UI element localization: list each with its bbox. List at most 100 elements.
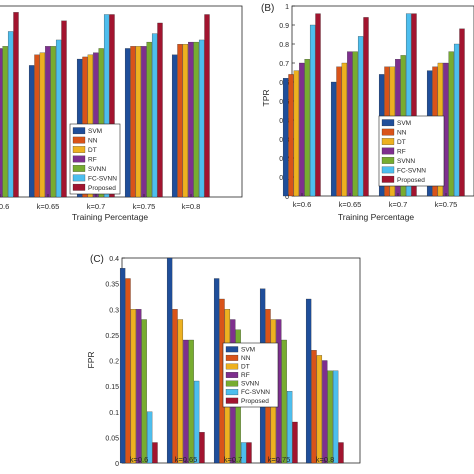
- legend-label: RF: [397, 149, 406, 156]
- bar-rf-1: [183, 339, 189, 464]
- x-tick-label: k=0.6: [293, 200, 312, 209]
- bar-rf-0: [299, 62, 305, 197]
- bar-svnn-1: [352, 51, 358, 197]
- bar-fc-svnn-0: [7, 31, 14, 198]
- bar-svm-1: [166, 257, 173, 464]
- y-tick-label: 0: [285, 194, 289, 201]
- bar-dt-4: [182, 44, 189, 198]
- y-tick-label: 0.2: [109, 359, 119, 366]
- legend: SVM NN DT RF SVNN FC-SVNN Proposed: [69, 123, 121, 195]
- y-tick-label: 0: [115, 461, 119, 468]
- legend-label: SVM: [241, 346, 255, 353]
- bar-rf-1: [45, 46, 51, 198]
- legend-label: SVM: [88, 128, 102, 135]
- legend-swatch: [72, 165, 86, 172]
- bar-fc-svnn-3: [453, 43, 460, 197]
- bar-proposed-2: [246, 442, 252, 464]
- legend-swatch: [381, 119, 395, 127]
- y-tick-label: 0.3: [109, 307, 119, 314]
- bar-svm-2: [213, 278, 220, 464]
- legend-swatch: [225, 354, 239, 361]
- bar-svnn-0: [141, 319, 147, 464]
- legend-swatch: [72, 155, 86, 163]
- legend: SVM NN DT RF SVNN FC-SVNN Proposed: [378, 115, 445, 187]
- bar-proposed-2: [411, 13, 417, 197]
- x-tick-label: k=0.75: [435, 200, 458, 209]
- bar-svm-4: [171, 54, 178, 198]
- x-tick-label: k=0.8: [316, 455, 335, 464]
- legend-label: DT: [241, 364, 250, 371]
- x-tick-label: k=0.6: [130, 455, 149, 464]
- bar-svnn-3: [146, 41, 152, 198]
- legend-label: RF: [241, 372, 250, 379]
- bar-dt-1: [39, 52, 46, 198]
- legend-label: Proposed: [241, 398, 269, 405]
- legend-label: FC-SVNN: [241, 389, 270, 396]
- legend-swatch: [225, 389, 239, 396]
- y-tick-label: 0.9: [279, 23, 289, 30]
- bar-proposed-2: [109, 14, 115, 198]
- chart-panel-b: 00.10.20.30.40.50.60.70.80.91k=0.6k=0.65…: [261, 3, 474, 222]
- bar-svm-0: [119, 268, 126, 464]
- x-axis-label: Training Percentage: [72, 212, 149, 222]
- bar-rf-4: [188, 41, 194, 198]
- bar-rf-0: [0, 48, 3, 198]
- bar-svm-3: [124, 48, 131, 198]
- bar-proposed-3: [292, 421, 298, 464]
- legend-swatch: [225, 372, 239, 378]
- x-tick-label: k=0.65: [339, 200, 362, 209]
- bar-rf-4: [322, 360, 328, 464]
- legend-label: FC-SVNN: [88, 175, 117, 182]
- y-axis-label: TPR: [261, 90, 271, 107]
- y-tick-label: 0.15: [105, 384, 119, 391]
- legend-label: Proposed: [88, 185, 116, 192]
- bar-nn-0: [288, 74, 294, 197]
- chart-panel-a: k=0.6 k=0.65 k=0.7 k=0.75 k=0.8 Training Perc…: [0, 5, 243, 222]
- legend-label: SVNN: [241, 381, 259, 388]
- bar-nn-4: [311, 350, 317, 464]
- bar-fc-svnn-1: [193, 380, 200, 464]
- chart-panel-c: 0 0.05 0.1 0.15 0.2 0.25 0.3 0.35 0.4 k=0.6 k=0.65…: [86, 254, 361, 468]
- bar-fc-svnn-2: [240, 442, 247, 464]
- legend-swatch: [225, 346, 239, 353]
- x-tick-label: k=0.65: [37, 202, 60, 211]
- legend-swatch: [381, 175, 395, 183]
- axes-frame: [0, 5, 243, 198]
- bar-rf-0: [136, 309, 142, 464]
- bar-svnn-0: [2, 46, 8, 198]
- x-tick-label: k=0.65: [175, 455, 198, 464]
- x-tick-label: k=0.8: [182, 202, 201, 211]
- bar-fc-svnn-1: [357, 36, 364, 197]
- y-tick-label: 0.4: [109, 256, 119, 263]
- bar-proposed-3: [157, 22, 163, 198]
- bar-svnn-3: [448, 51, 454, 197]
- legend-swatch: [72, 183, 86, 191]
- bar-proposed-4: [338, 442, 344, 464]
- legend-swatch: [72, 127, 86, 135]
- legend-label: SVNN: [88, 166, 106, 173]
- bar-dt-1: [177, 319, 184, 464]
- bar-proposed-1: [199, 432, 205, 464]
- legend-swatch: [225, 363, 239, 370]
- legend-label: Proposed: [397, 177, 425, 184]
- bar-nn-0: [125, 278, 131, 464]
- legend-swatch: [381, 138, 395, 145]
- legend-label: DT: [397, 139, 406, 146]
- bar-nn-3: [130, 46, 136, 198]
- y-tick-label: 0.35: [105, 282, 119, 289]
- bar-dt-4: [316, 355, 323, 464]
- y-tick-label: 0.8: [279, 42, 289, 49]
- legend-label: SVNN: [397, 158, 415, 165]
- legend-label: RF: [88, 157, 97, 164]
- x-tick-label: k=0.7: [224, 455, 243, 464]
- x-tick-label: k=0.6: [0, 202, 9, 211]
- bar-proposed-0: [152, 442, 158, 464]
- bar-dt-1: [341, 62, 348, 197]
- bar-nn-1: [172, 309, 178, 464]
- bar-svnn-2: [98, 48, 104, 198]
- panel-label: (B): [261, 3, 274, 14]
- bar-proposed-0: [13, 12, 19, 198]
- bar-nn-1: [336, 66, 342, 197]
- bar-svm-4: [305, 298, 312, 464]
